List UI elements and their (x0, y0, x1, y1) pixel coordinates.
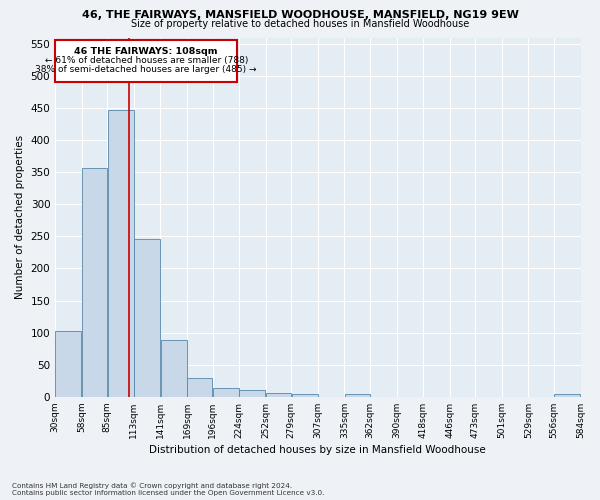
Text: Contains HM Land Registry data © Crown copyright and database right 2024.: Contains HM Land Registry data © Crown c… (12, 482, 292, 489)
Bar (161, 340, 187, 397)
Bar (213, 388, 239, 397)
Text: 46, THE FAIRWAYS, MANSFIELD WOODHOUSE, MANSFIELD, NG19 9EW: 46, THE FAIRWAYS, MANSFIELD WOODHOUSE, M… (82, 10, 518, 20)
Bar (266, 393, 291, 397)
X-axis label: Distribution of detached houses by size in Mansfield Woodhouse: Distribution of detached houses by size … (149, 445, 486, 455)
FancyBboxPatch shape (55, 40, 237, 82)
Bar (82, 168, 107, 397)
Text: Contains public sector information licensed under the Open Government Licence v3: Contains public sector information licen… (12, 490, 325, 496)
Text: 46 THE FAIRWAYS: 108sqm: 46 THE FAIRWAYS: 108sqm (74, 47, 218, 56)
Bar (239, 390, 265, 397)
Bar (55, 332, 82, 397)
Bar (107, 110, 134, 397)
Bar (134, 239, 160, 397)
Bar (292, 394, 317, 397)
Text: Size of property relative to detached houses in Mansfield Woodhouse: Size of property relative to detached ho… (131, 19, 469, 29)
Text: ← 61% of detached houses are smaller (788): ← 61% of detached houses are smaller (78… (44, 56, 248, 65)
Text: 38% of semi-detached houses are larger (485) →: 38% of semi-detached houses are larger (… (35, 65, 257, 74)
Bar (554, 394, 580, 397)
Y-axis label: Number of detached properties: Number of detached properties (15, 135, 25, 299)
Bar (187, 378, 212, 397)
Bar (344, 394, 370, 397)
